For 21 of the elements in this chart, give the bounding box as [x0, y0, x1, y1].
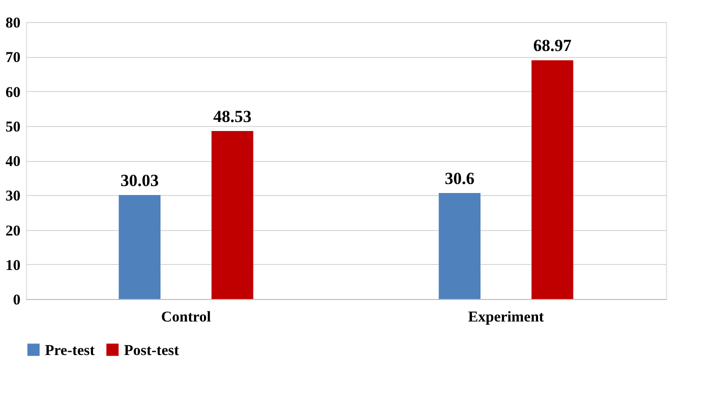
y-tick-label: 10 — [6, 258, 20, 274]
legend-label: Post-test — [124, 342, 179, 359]
bar — [212, 130, 254, 299]
legend-label: Pre-test — [45, 342, 95, 359]
bar — [438, 193, 480, 299]
data-label: 30.6 — [444, 169, 474, 188]
x-tick-label: Experiment — [468, 310, 544, 326]
y-tick-label: 60 — [6, 84, 20, 101]
y-tick-label: 50 — [6, 119, 20, 136]
y-tick-label: 40 — [6, 154, 20, 170]
x-tick-label: Control — [161, 310, 211, 326]
bar — [118, 195, 160, 299]
y-tick-label: 0 — [13, 292, 20, 308]
y-tick-label: 80 — [6, 16, 20, 32]
data-label: 48.53 — [213, 106, 252, 126]
y-tick-label: 30 — [6, 188, 20, 205]
bar — [532, 60, 574, 299]
y-tick-label: 70 — [6, 50, 20, 66]
data-label: 68.97 — [533, 36, 572, 56]
y-tick-label: 20 — [6, 223, 20, 240]
data-label: 30.03 — [120, 171, 159, 190]
